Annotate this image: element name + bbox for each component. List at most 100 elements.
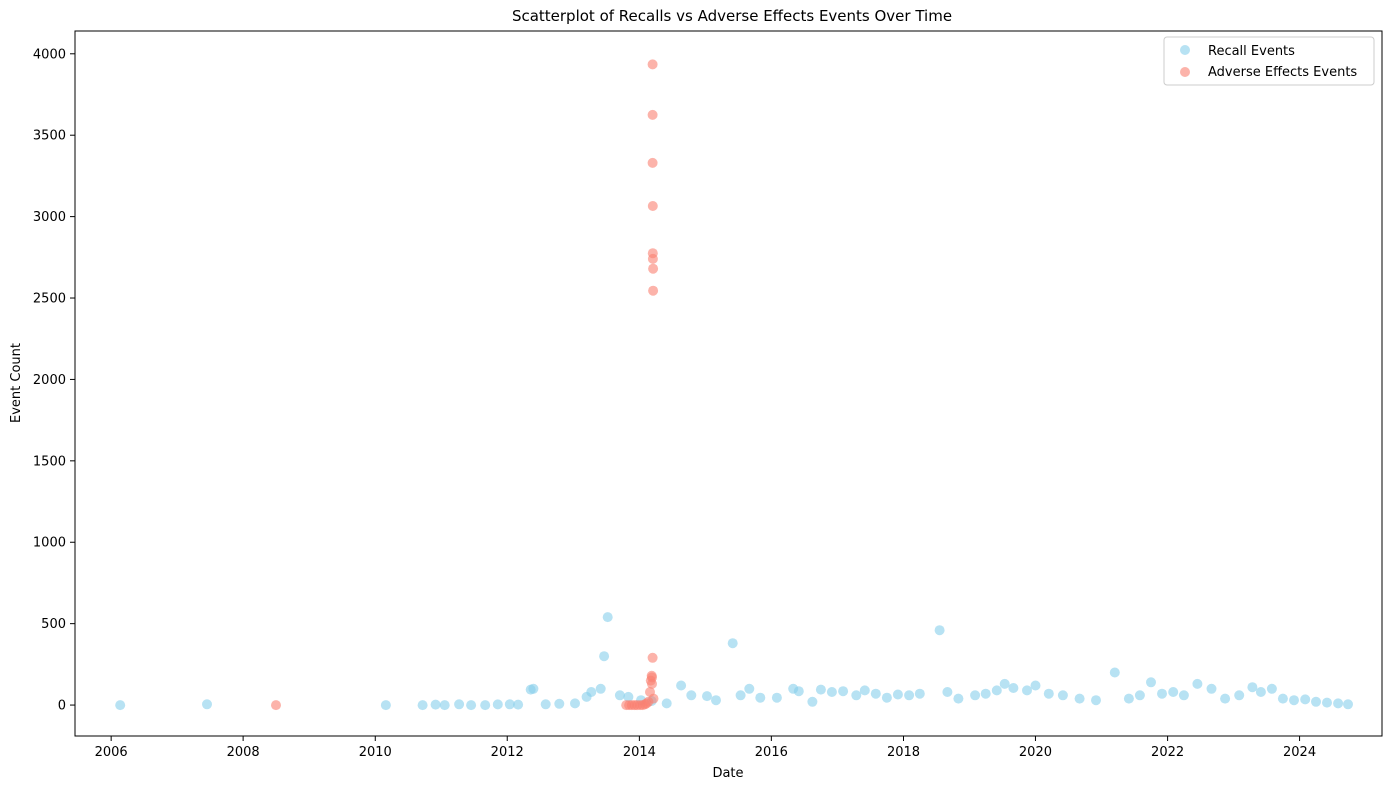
recall-point [1322,697,1332,708]
adverse-point [271,700,281,711]
y-tick-label: 2500 [33,292,66,307]
recall-point [492,699,503,710]
recall-point [586,687,597,697]
y-tick-label: 1500 [33,454,66,469]
recall-point [1220,693,1231,704]
recall-point [859,685,870,696]
recall-point [970,690,981,701]
recall-point [904,690,915,701]
legend-label-adverse: Adverse Effects Events [1208,65,1357,80]
adverse-point [647,109,658,120]
recall-point [870,688,881,699]
recall-point [1022,685,1032,696]
adverse-point [647,253,658,264]
y-tick-label: 1000 [33,536,66,551]
x-tick-label: 2016 [755,745,788,760]
recall-point [711,695,721,706]
recall-point [454,699,465,710]
recall-point [513,699,524,710]
recall-point [595,683,606,694]
recall-point [504,699,515,710]
x-axis-ticks: 2006 2008 2010 2012 2014 2016 2018 2020 2022 2024 [95,736,1316,760]
x-tick-label: 2010 [359,745,392,760]
recall-point [1157,688,1167,699]
recall-point [466,700,477,711]
recall-point [380,700,391,711]
recall-point [1178,690,1189,701]
y-tick-label: 0 [58,699,66,714]
recall-point [480,700,491,711]
y-axis-ticks: 0 500 1000 1500 2000 2500 3000 3500 4000 [33,47,75,714]
recall-point [942,687,953,697]
recall-point [1008,683,1019,693]
recall-point [934,625,945,636]
adverse-point [648,263,659,274]
recall-point [1123,693,1134,704]
recall-point [999,678,1010,689]
recall-point [1277,693,1288,704]
recall-point [676,680,687,691]
recall-point [439,700,450,711]
recall-point [1168,687,1179,697]
legend-marker-recall [1180,45,1190,55]
recall-point [614,690,625,701]
x-tick-label: 2018 [887,745,920,760]
x-tick-label: 2024 [1283,745,1316,760]
y-tick-label: 3000 [33,210,66,225]
recall-point [744,683,755,694]
recall-point [661,698,672,709]
adverse-point [647,652,658,663]
y-tick-label: 3500 [33,129,66,144]
y-tick-label: 500 [41,617,66,632]
recall-point [1109,667,1120,678]
recall-point [1091,695,1101,706]
legend: Recall Events Adverse Effects Events [1163,36,1375,86]
recall-point [793,686,804,697]
recall-point [1333,698,1344,709]
recall-point [1030,680,1041,691]
recall-point [807,696,818,707]
legend-label-recall: Recall Events [1208,44,1295,59]
legend-marker-adverse [1180,67,1190,77]
recall-point [735,690,746,701]
recall-point [686,690,697,701]
points-layer [115,59,1353,711]
recall-point [771,692,782,703]
recall-point [815,684,826,695]
recall-point [430,699,441,710]
adverse-point [647,201,658,211]
recall-point [881,692,892,703]
recall-point [1311,696,1321,707]
recall-point [1234,690,1245,701]
recall-point [599,651,610,662]
recall-point [528,683,539,694]
recall-point [1247,682,1258,693]
x-tick-label: 2006 [95,745,128,760]
recall-point [991,685,1002,696]
recall-point [892,689,903,700]
recall-point [838,686,849,697]
recall-point [1255,687,1266,697]
recall-point [202,699,212,710]
recall-point [727,638,738,649]
recall-point [1134,690,1145,701]
recall-point [540,699,551,710]
recall-point [1146,677,1156,688]
chart-title: Scatterplot of Recalls vs Adverse Effect… [512,7,952,25]
recall-point [1300,694,1311,705]
recall-point [417,700,428,711]
adverse-point [647,59,658,70]
y-tick-label: 2000 [33,373,66,388]
legend-box [1163,36,1375,86]
recall-point [1192,678,1203,689]
recall-point [1266,683,1277,694]
x-tick-label: 2014 [623,745,656,760]
plot-frame [74,30,1383,737]
adverse-point [647,678,657,689]
recall-point [623,691,634,702]
recall-point [755,692,766,703]
adverse-point [648,285,659,296]
y-axis-label: Event Count [9,343,24,423]
adverse-point [648,693,659,704]
